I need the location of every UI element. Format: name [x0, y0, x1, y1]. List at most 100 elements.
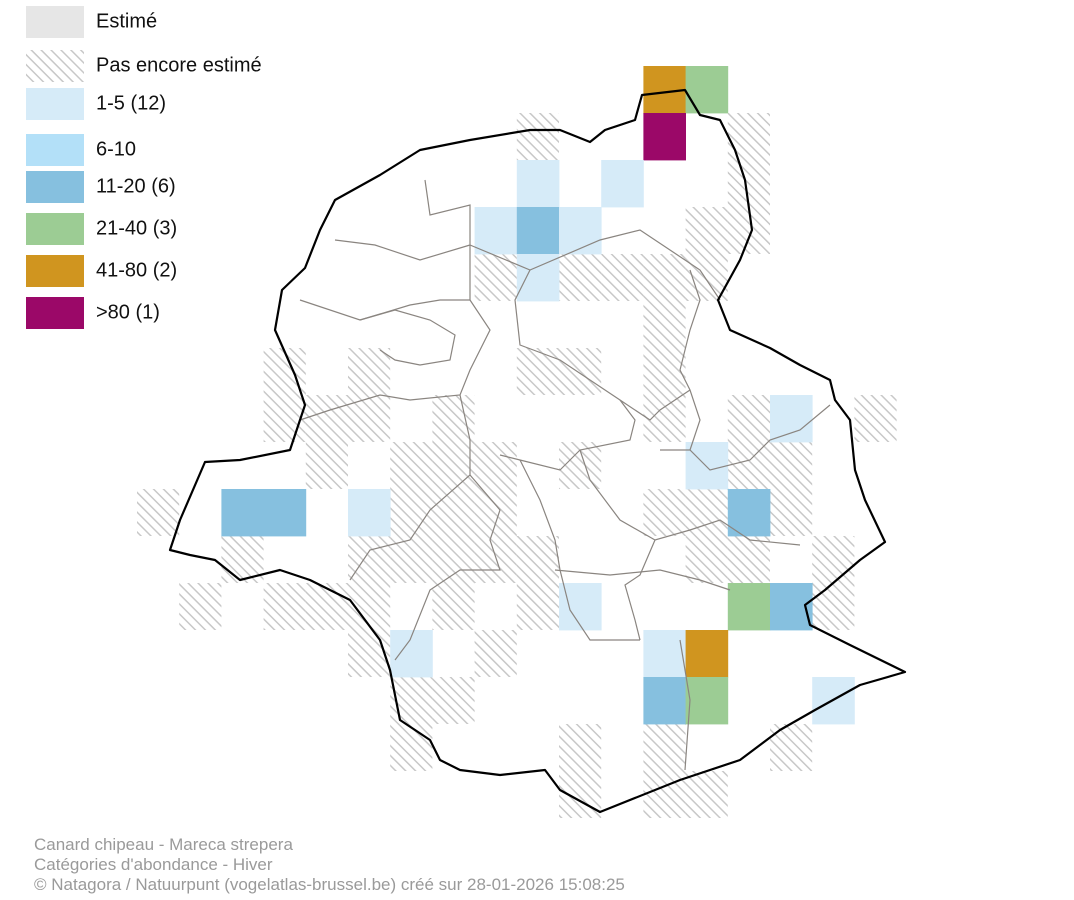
grid-cell	[348, 348, 391, 395]
legend-label: >80 (1)	[96, 301, 160, 323]
grid-cell	[685, 630, 729, 678]
grid-cell	[221, 489, 264, 537]
grid-cell	[516, 254, 560, 302]
grid-cell	[263, 583, 306, 630]
grid-cell	[601, 254, 644, 301]
grid-cell	[390, 536, 433, 583]
grid-cell	[643, 677, 686, 725]
grid-cell	[390, 630, 433, 678]
grid-cells	[137, 66, 897, 818]
municipality-borders	[299, 179, 831, 771]
grid-cell	[685, 677, 729, 725]
grid-cell	[643, 113, 686, 161]
grid-cell	[643, 395, 686, 442]
legend-label: Estimé	[96, 10, 157, 32]
legend-swatch	[26, 50, 84, 82]
grid-cell	[727, 442, 770, 489]
footer-line: Canard chipeau - Mareca strepera	[34, 835, 293, 854]
grid-cell	[179, 583, 222, 630]
grid-cell	[727, 489, 771, 537]
grid-cell	[559, 771, 602, 818]
grid-cell	[643, 254, 686, 301]
legend-label: 21-40 (3)	[96, 217, 177, 239]
grid-cell	[685, 489, 728, 536]
grid-cell	[305, 583, 348, 630]
legend-label: 41-80 (2)	[96, 259, 177, 281]
region-boundary	[168, 88, 907, 814]
grid-cell	[348, 630, 391, 677]
grid-cell	[474, 489, 517, 536]
grid-cell	[727, 160, 770, 207]
grid-cell	[263, 395, 306, 442]
grid-cell	[559, 583, 602, 631]
legend-swatch	[26, 171, 84, 203]
grid-cell	[559, 207, 602, 255]
grid-cell	[137, 489, 180, 536]
grid-cell	[390, 724, 433, 771]
grid-cell	[559, 348, 602, 395]
legend-label: Pas encore estimé	[96, 54, 262, 76]
grid-cell	[727, 536, 770, 583]
footer-line: Catégories d'abondance - Hiver	[34, 855, 273, 874]
grid-cell	[432, 677, 475, 724]
grid-cell	[559, 724, 602, 771]
grid-cell	[348, 395, 391, 442]
grid-cell	[559, 254, 602, 301]
grid-cell	[305, 395, 348, 442]
grid-cell	[854, 395, 897, 442]
legend-label: 11-20 (6)	[96, 175, 176, 197]
grid-cell	[770, 442, 813, 489]
grid-cell	[685, 442, 729, 490]
grid-cell	[432, 536, 475, 583]
legend-swatch	[26, 297, 84, 329]
grid-cell	[516, 536, 559, 583]
grid-cell	[305, 442, 348, 489]
grid-cell	[685, 536, 728, 583]
footer: Canard chipeau - Mareca streperaCatégori…	[34, 835, 625, 894]
grid-cell	[770, 489, 813, 536]
grid-cell	[685, 207, 728, 254]
legend-swatch	[26, 213, 84, 245]
grid-cell	[770, 724, 813, 771]
grid-cell	[643, 630, 686, 678]
grid-cell	[812, 536, 855, 583]
grid-cell	[727, 395, 770, 442]
grid-cell	[727, 113, 770, 160]
grid-cell	[474, 254, 517, 301]
grid-cell	[643, 301, 686, 348]
grid-cell	[643, 724, 686, 771]
grid-cell	[474, 442, 517, 489]
grid-cell	[432, 583, 475, 630]
grid-cell	[685, 66, 729, 114]
grid-cell	[685, 771, 728, 818]
grid-cell	[516, 348, 559, 395]
grid-cell	[601, 160, 644, 208]
legend-label: 1-5 (12)	[96, 92, 166, 114]
grid-cell	[390, 677, 433, 724]
grid-cell	[348, 536, 391, 583]
grid-cell	[432, 489, 475, 536]
grid-cell	[812, 583, 855, 630]
legend-label: 6-10	[96, 138, 136, 160]
footer-line: © Natagora / Natuurpunt (vogelatlas-brus…	[34, 875, 625, 894]
grid-cell	[643, 489, 686, 536]
grid-cell	[348, 489, 391, 537]
grid-cell	[432, 442, 475, 489]
grid-cell	[474, 536, 517, 583]
legend: Estimé Pas encore estimé 1-5 (12) 6-10 11-20…	[26, 6, 262, 329]
grid-cell	[770, 395, 813, 443]
grid-cell	[516, 160, 560, 208]
grid-cell	[390, 489, 433, 536]
grid-cell	[516, 583, 559, 630]
legend-swatch	[26, 88, 84, 120]
legend-swatch	[26, 255, 84, 287]
grid-cell	[643, 771, 686, 818]
grid-cell	[643, 348, 686, 395]
legend-swatch	[26, 6, 84, 38]
grid-cell	[432, 395, 475, 442]
grid-cell	[516, 113, 559, 160]
grid-cell	[474, 630, 517, 677]
grid-cell	[516, 207, 560, 255]
